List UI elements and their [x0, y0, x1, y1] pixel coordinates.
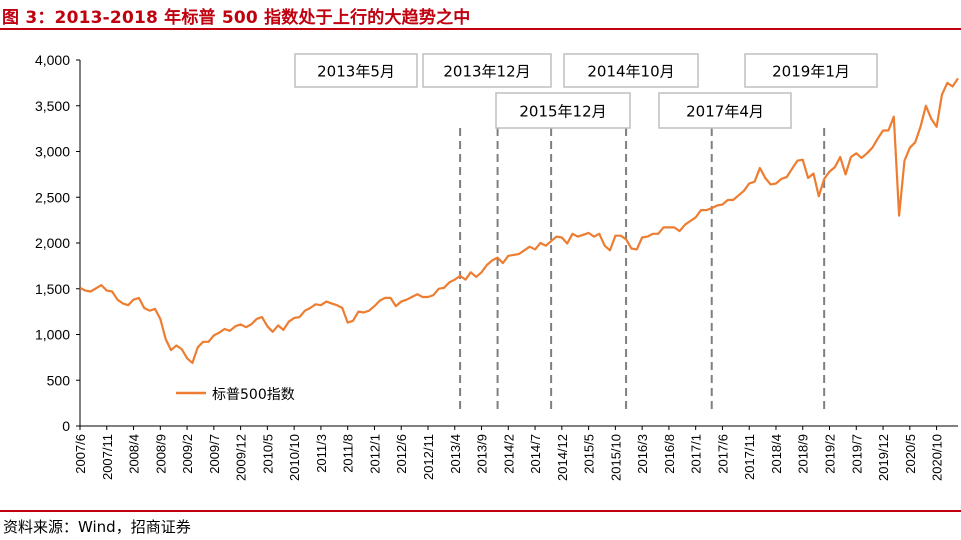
annotation-label: 2013年12月 — [443, 63, 530, 81]
x-tick-label: 2015/10 — [608, 434, 623, 481]
x-tick-label: 2010/10 — [287, 434, 302, 481]
y-tick-label: 2,500 — [35, 189, 70, 205]
x-tick-label: 2020/5 — [903, 434, 918, 474]
x-tick-label: 2012/1 — [367, 434, 382, 474]
x-tick-label: 2009/2 — [180, 434, 195, 474]
x-tick-label: 2017/11 — [742, 434, 757, 480]
x-tick-label: 2016/3 — [635, 434, 650, 474]
annotation-box — [744, 53, 878, 88]
annotation-label: 2013年5月 — [317, 63, 395, 81]
x-tick-label: 2008/4 — [127, 434, 142, 474]
x-tick-label: 2012/11 — [421, 434, 436, 480]
x-tick-label: 2011/8 — [341, 434, 356, 473]
x-tick-label: 2008/9 — [153, 434, 168, 474]
annotation-box — [495, 92, 631, 129]
chart-title: 图 3：2013-2018 年标普 500 指数处于上行的大趋势之中 — [2, 8, 471, 28]
title-divider — [0, 28, 961, 30]
x-tick-label: 2009/12 — [234, 434, 249, 481]
x-tick-label: 2015/5 — [582, 434, 597, 474]
x-tick-label: 2018/4 — [769, 434, 784, 474]
x-tick-label: 2016/8 — [662, 434, 677, 474]
x-tick-label: 2013/4 — [448, 434, 463, 474]
x-tick-label: 2017/1 — [689, 434, 704, 474]
x-tick-label: 2018/9 — [796, 434, 811, 474]
annotation-box — [563, 53, 699, 88]
x-tick-label: 2013/9 — [475, 434, 490, 474]
x-tick-label: 2014/2 — [501, 434, 516, 474]
x-tick-label: 2019/7 — [849, 434, 864, 474]
y-tick-label: 3,500 — [35, 98, 70, 114]
x-tick-label: 2017/6 — [715, 434, 730, 474]
x-tick-label: 2012/6 — [394, 434, 409, 474]
y-tick-label: 2,000 — [35, 235, 70, 251]
y-tick-label: 1,500 — [35, 281, 70, 297]
x-tick-label: 2010/5 — [260, 434, 275, 474]
source-divider — [0, 510, 961, 512]
x-tick-label: 2011/3 — [314, 434, 329, 473]
x-tick-label: 2019/12 — [876, 434, 891, 481]
y-tick-label: 500 — [47, 372, 71, 388]
annotation-label: 2015年12月 — [519, 103, 606, 121]
annotation-box — [422, 53, 552, 88]
annotation-label: 2019年1月 — [772, 63, 850, 81]
y-tick-label: 3,000 — [35, 144, 70, 160]
y-tick-label: 0 — [62, 418, 70, 434]
x-tick-label: 2009/7 — [207, 434, 222, 474]
x-tick-label: 2019/2 — [823, 434, 838, 474]
y-tick-label: 1,000 — [35, 327, 70, 343]
source-note: 资料来源：Wind，招商证券 — [3, 518, 191, 536]
annotation-label: 2017年4月 — [686, 103, 764, 121]
x-tick-label: 2007/6 — [73, 434, 88, 474]
x-tick-label: 2020/10 — [930, 434, 945, 481]
x-tick-label: 2014/7 — [528, 434, 543, 474]
sp500-series-line — [79, 77, 959, 364]
annotation-box — [294, 53, 418, 88]
annotation-box — [658, 92, 792, 129]
chart-canvas: 0 500 1,000 1,500 2,000 2,500 3,000 3,500 4,000 2… — [35, 52, 959, 481]
legend-label: 标普500指数 — [212, 387, 295, 403]
x-tick-label: 2014/12 — [555, 434, 570, 481]
annotation-label: 2014年10月 — [587, 63, 674, 81]
y-tick-label: 4,000 — [35, 52, 70, 68]
x-tick-label: 2007/11 — [100, 434, 115, 480]
